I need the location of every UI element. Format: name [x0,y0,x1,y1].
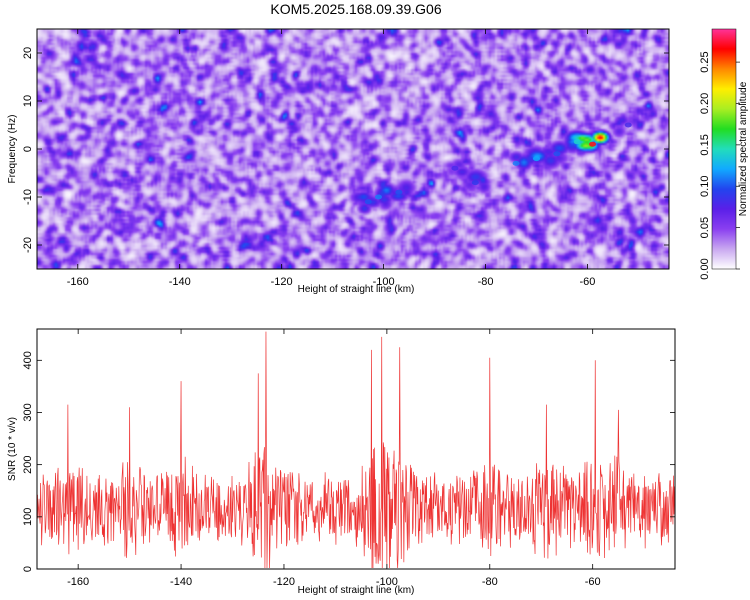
x-tick-label: -80 [482,576,498,588]
x-tick-label: -160 [67,576,89,588]
spectrogram-y-axis-title: Frequency (Hz) [7,115,18,184]
spectral-peak-mark [451,165,459,171]
snr-y-axis-title: SNR (10 * v/v) [7,417,18,481]
spectral-peak-mark [573,139,581,145]
spectral-peak-mark [553,151,561,157]
spectral-peak-mark [512,160,520,166]
y-tick-label: -20 [22,237,34,253]
x-tick-label: -120 [273,576,295,588]
snr-y-ticks: 0 100 200 300 400 [22,351,675,572]
y-tick-label: 100 [22,508,34,526]
colorbar: 0.00 0.05 0.10 0.15 0.20 0.25 Normalized spec… [699,28,749,280]
spectral-peak-mark [471,180,479,186]
spectral-peak-mark [374,194,382,200]
x-tick-label: -60 [585,576,601,588]
y-tick-label: 20 [22,47,34,59]
y-tick-label: 10 [22,95,34,107]
spectrogram-x-axis-title: Height of straight line (km) [298,284,415,295]
snr-x-axis-title: Height of straight line (km) [298,585,415,596]
x-tick-label: -100 [376,576,398,588]
colorbar-tick-label: 0.00 [699,258,711,279]
spectral-peak-mark [624,122,632,128]
y-tick-label: 200 [22,455,34,473]
x-tick-label: -100 [373,276,395,288]
y-tick-label: -10 [22,189,34,205]
colorbar-tick-label: 0.10 [699,176,711,197]
chart-title: KOM5.2025.168.09.39.G06 [270,1,442,17]
colorbar-tick-label: 0.15 [699,134,711,155]
snr-series-line [37,331,675,568]
colorbar-tick-label: 0.20 [699,93,711,114]
spectral-peak-mark [532,156,540,162]
x-tick-label: -80 [478,276,494,288]
x-tick-label: -140 [169,276,191,288]
colorbar-ticks: 0.00 0.05 0.10 0.15 0.20 0.25 [699,51,740,280]
snr-panel: -160 -140 -120 -100 -80 -60 0 100 200 300 400 Hei… [7,328,676,596]
x-tick-label: -160 [67,276,89,288]
colorbar-strip [711,28,737,270]
spectral-peak-mark [589,141,597,147]
snr-x-ticks: -160 -140 -120 -100 -80 -60 [67,329,601,588]
spectrogram-y-ticks: -20 -10 0 10 20 [22,47,669,253]
y-tick-label: 400 [22,351,34,369]
colorbar-label: Normalized spectral amplitude [738,81,749,216]
spectrogram-x-ticks: -160 -140 -120 -100 -80 -60 [67,29,595,288]
x-tick-label: -60 [579,276,595,288]
y-tick-label: 300 [22,403,34,421]
colorbar-tick-label: 0.05 [699,217,711,238]
spectrogram-marks [364,122,632,205]
spectral-peak-mark [395,189,403,195]
spectrogram-image [37,29,669,269]
y-tick-label: 0 [22,146,34,152]
y-tick-label: 0 [22,566,34,572]
colorbar-tick-label: 0.25 [699,51,711,72]
spectral-peak-mark [364,199,372,205]
snr-frame [36,328,676,570]
x-tick-label: -140 [170,576,192,588]
x-tick-label: -120 [271,276,293,288]
